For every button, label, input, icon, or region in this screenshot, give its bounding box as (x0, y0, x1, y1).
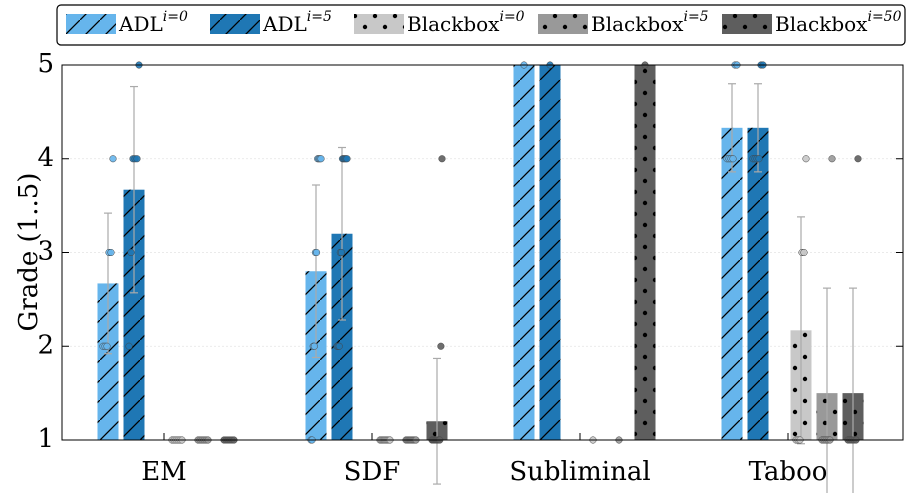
legend-superscript: i=0 (163, 9, 188, 25)
legend-swatch-pattern (538, 14, 588, 34)
point (103, 342, 111, 350)
point (755, 155, 763, 163)
point (800, 248, 808, 257)
legend-name: ADL (118, 12, 163, 36)
x-tick-label: Subliminal (509, 457, 650, 487)
x-tick-label: EM (141, 457, 187, 487)
bar-pattern (747, 127, 769, 440)
legend-label: Blackboxi=0 (407, 9, 525, 36)
point (437, 342, 445, 350)
point (313, 248, 321, 257)
bar-pattern (634, 65, 656, 440)
point (337, 248, 345, 257)
point (854, 155, 862, 163)
error-bar (312, 184, 320, 359)
point (310, 342, 318, 350)
bar-pattern (721, 127, 743, 440)
error-bar (104, 212, 112, 355)
point (107, 248, 115, 257)
legend-label: ADLi=0 (118, 9, 188, 36)
legend-superscript: i=0 (499, 9, 524, 25)
legend-swatch-pattern (210, 14, 260, 34)
legend-name: Blackbox (591, 12, 684, 36)
bar-pattern (331, 233, 353, 440)
y-axis-label: Grade (1..5) (14, 173, 44, 332)
legend-name: Blackbox (407, 12, 500, 36)
error-bar (130, 85, 138, 294)
legend-swatch-pattern (354, 14, 404, 34)
point (343, 155, 351, 163)
point (828, 155, 836, 163)
x-tick-label: Taboo (749, 457, 828, 487)
point (729, 155, 737, 163)
legend-swatch-pattern (66, 14, 116, 34)
y-tick-label: 2 (37, 330, 54, 360)
error-bar (823, 287, 831, 493)
legend-name: ADL (262, 12, 307, 36)
y-tick-label: 4 (37, 143, 54, 173)
bar-pattern (513, 65, 535, 440)
point (127, 248, 135, 257)
bar-pattern (539, 65, 561, 440)
bar-pattern (97, 283, 119, 440)
point (438, 155, 446, 163)
error-bar (338, 146, 346, 321)
legend-superscript: i=5 (307, 9, 332, 25)
point (133, 155, 141, 163)
legend-superscript: i=5 (683, 9, 708, 25)
legend-label: Blackboxi=50 (775, 9, 902, 36)
legend-label: ADLi=5 (262, 9, 332, 36)
legend-label: Blackboxi=5 (591, 9, 709, 36)
point (317, 155, 325, 163)
legend-superscript: i=50 (867, 9, 901, 25)
legend-name: Blackbox (775, 12, 868, 36)
x-tick-label: SDF (344, 457, 401, 487)
plot-frame (61, 64, 904, 441)
point (109, 155, 117, 163)
point (802, 155, 810, 163)
y-tick-label: 5 (37, 49, 54, 79)
point (125, 342, 133, 350)
error-bar (849, 287, 857, 493)
legend-frame (56, 4, 906, 46)
legend-swatch-pattern (722, 14, 772, 34)
y-tick-label: 1 (37, 424, 54, 454)
point (335, 342, 343, 350)
y-tick-label: 3 (37, 237, 54, 267)
error-bar (433, 357, 441, 485)
